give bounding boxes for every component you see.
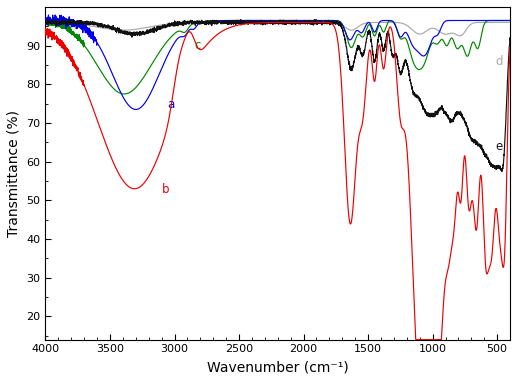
Text: b: b [162,182,169,195]
Text: e: e [496,140,503,153]
Text: c: c [194,40,200,53]
X-axis label: Wavenumber (cm⁻¹): Wavenumber (cm⁻¹) [207,360,348,374]
Text: a: a [167,98,174,110]
Y-axis label: Transmittance (%): Transmittance (%) [7,110,21,237]
Text: d: d [496,55,504,68]
